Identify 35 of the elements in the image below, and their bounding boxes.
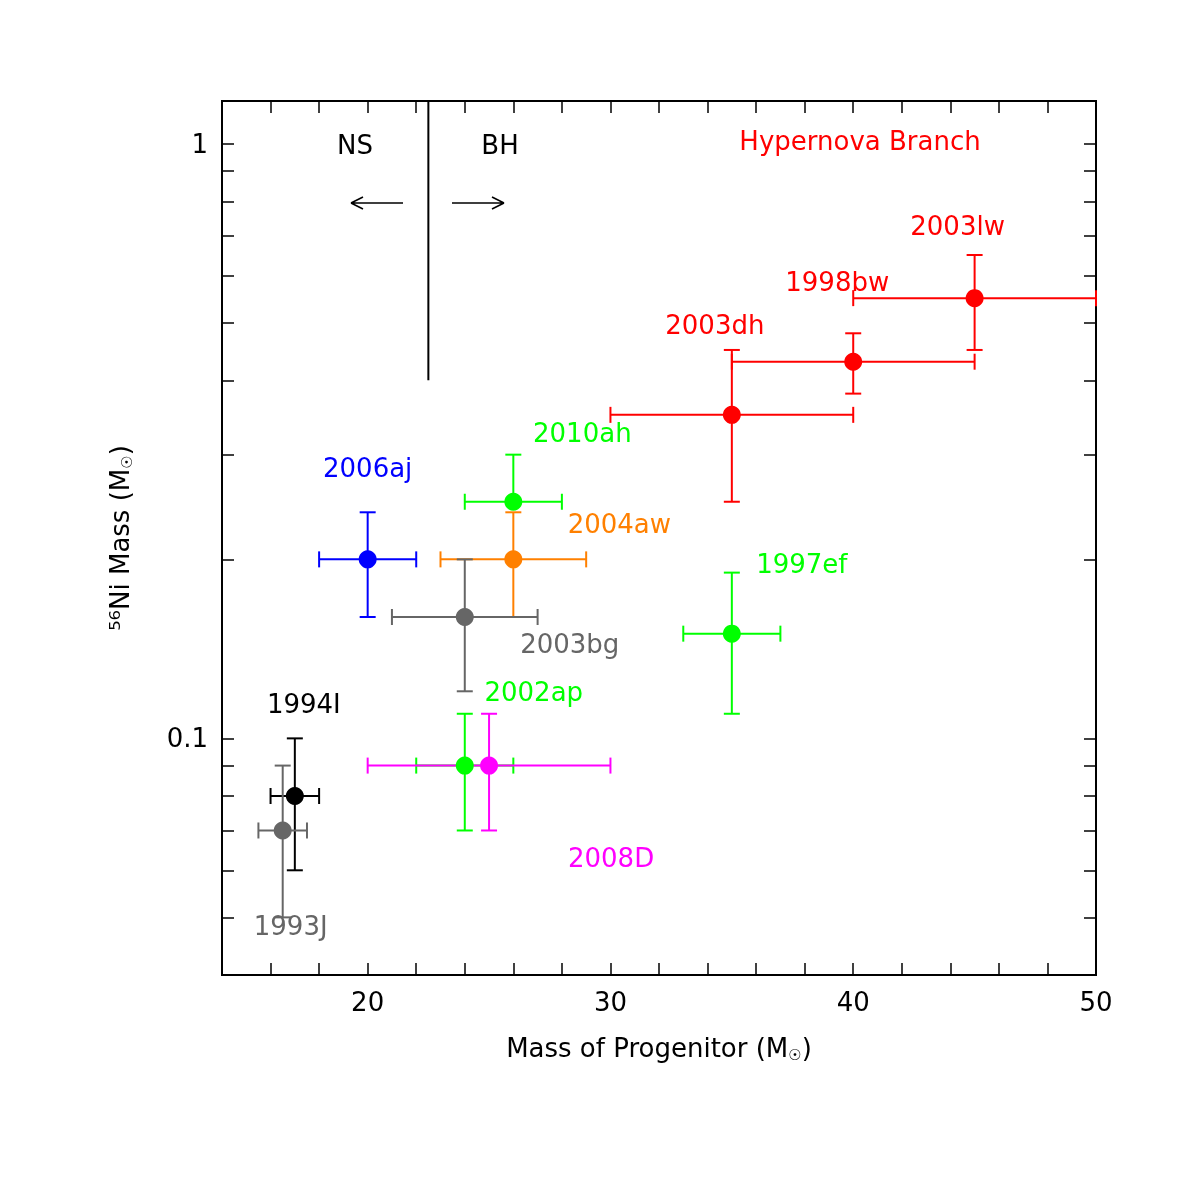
y-tick-label: 1 [191,128,208,159]
point [273,821,292,840]
point [504,492,523,511]
point [358,550,377,569]
point [722,405,741,424]
text: 1993J [253,911,328,942]
point [844,352,863,371]
point [480,756,499,775]
series-label: 2010ah [533,417,632,448]
text: 1994I [266,689,341,719]
text: 2003lw [910,211,1005,242]
point [285,787,304,805]
point [504,550,523,569]
text: 1998bw [785,266,890,297]
x-axis-title: Mass of Progenitor (M☉) [506,1032,812,1064]
y-tick-label: 0.1 [166,723,208,754]
text: 2006aj [323,453,413,484]
point [455,756,474,775]
text: 2008D [567,842,655,873]
annotation: NS [337,130,373,160]
annotation: Hypernova Branch [739,126,981,156]
y-axis-title: ⁵⁶Ni Mass (M☉) [104,445,136,631]
x-tick-label: 40 [836,987,870,1017]
point [965,289,984,308]
text: 2003dh [665,309,765,340]
text: 2002ap [484,676,584,707]
point [722,624,741,643]
series-label: 2004aw [567,509,672,540]
point [455,608,474,626]
series-label: 1997ef [756,548,849,579]
x-tick-label: 50 [1079,987,1113,1017]
x-tick-label: 20 [351,987,385,1017]
annotation: BH [481,130,519,160]
x-tick-label: 30 [593,987,627,1017]
series-label: 2003bg [520,629,620,659]
